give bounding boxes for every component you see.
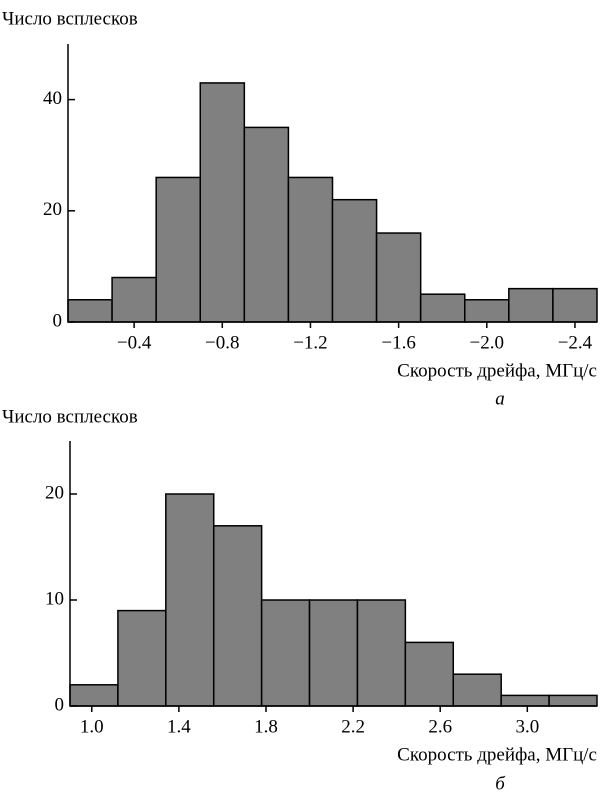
x-tick-label: 1.0 <box>80 716 104 737</box>
bar <box>111 276 157 323</box>
x-tick-label: −2.4 <box>558 332 593 353</box>
bar <box>67 299 113 323</box>
x-tick-label: −1.6 <box>381 332 415 353</box>
bar <box>199 82 246 323</box>
bar <box>69 684 119 707</box>
x-axis-label: Скорость дрейфа, МГц/с <box>397 360 597 381</box>
bar <box>117 609 167 707</box>
x-tick-label: 2.2 <box>341 716 365 737</box>
bar <box>508 287 554 323</box>
bar <box>375 232 422 323</box>
x-tick-label: −2.0 <box>470 332 504 353</box>
caption: б <box>495 773 506 794</box>
bar <box>404 641 455 707</box>
y-tick-label: 40 <box>43 88 62 109</box>
x-tick-label: 1.4 <box>167 716 191 737</box>
x-tick-label: 2.6 <box>428 716 452 737</box>
x-tick-label: 3.0 <box>515 716 539 737</box>
bar <box>331 198 378 323</box>
y-axis-label: Число всплесков <box>2 8 138 29</box>
bar <box>212 525 263 707</box>
x-tick-label: −1.2 <box>293 332 327 353</box>
bar <box>287 176 334 323</box>
y-axis-label: Число всплесков <box>2 406 138 427</box>
y-tick-label: 0 <box>53 310 63 331</box>
bar <box>452 673 502 707</box>
bar <box>260 599 311 707</box>
y-tick-label: 0 <box>55 694 65 715</box>
bar <box>243 126 290 323</box>
bar <box>500 694 550 707</box>
bar <box>419 293 466 323</box>
bar <box>356 599 407 707</box>
x-tick-label: 1.8 <box>254 716 278 737</box>
bar <box>548 694 598 707</box>
bar <box>155 176 202 323</box>
x-tick-label: −0.4 <box>117 332 152 353</box>
y-tick-label: 20 <box>45 482 64 503</box>
x-axis-label: Скорость дрейфа, МГц/с <box>397 744 597 765</box>
y-tick-label: 10 <box>45 588 64 609</box>
caption: а <box>495 388 505 409</box>
x-tick-label: −0.8 <box>205 332 239 353</box>
y-tick-label: 20 <box>43 199 62 220</box>
bar <box>308 599 359 707</box>
bar <box>552 287 598 323</box>
bar <box>464 299 510 323</box>
bar <box>165 493 215 707</box>
